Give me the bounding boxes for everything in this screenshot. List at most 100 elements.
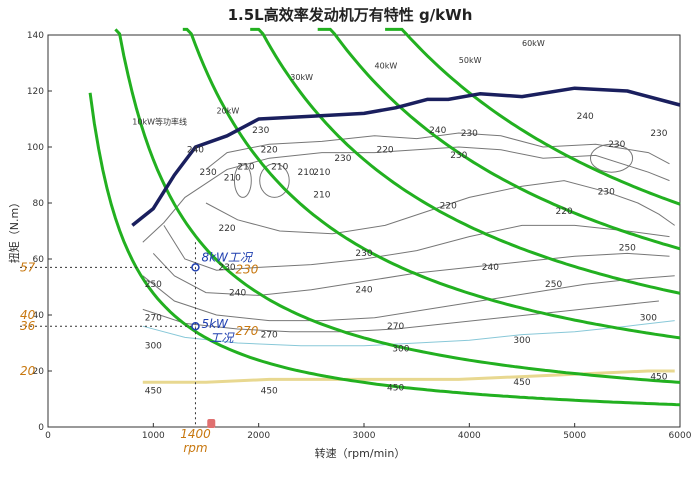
contour-label: 300 (640, 314, 657, 324)
contour-label: 230 (461, 129, 478, 139)
contour-label: 230 (218, 263, 235, 273)
torque-mark: 57 (20, 260, 36, 274)
y-tick-label: 140 (27, 31, 44, 41)
x-tick-label: 0 (45, 431, 51, 441)
contour-label: 220 (218, 224, 235, 234)
x-tick-label: 5000 (563, 431, 586, 441)
contour-label: 210 (297, 168, 314, 178)
y-tick-label: 0 (38, 423, 44, 433)
bsfc-island (233, 163, 252, 198)
power-line-40kw (317, 27, 681, 251)
power-line-label: 40kW (375, 62, 398, 71)
y-tick-label: 40 (33, 311, 45, 321)
power-line-30kw (250, 27, 681, 295)
contour-label: 450 (261, 386, 278, 396)
bsfc-contour-270 (142, 300, 659, 333)
plot-frame (47, 34, 681, 428)
bsfc-island (589, 143, 634, 173)
contour-label: 240 (187, 146, 204, 156)
y-tick-label: 80 (33, 199, 45, 209)
contour-label: 250 (619, 244, 636, 254)
power-line-label: 50kW (459, 56, 482, 65)
x-tick-label: 1000 (142, 431, 165, 441)
bsfc-island (259, 163, 290, 198)
bsfc-contour-240 (142, 146, 670, 243)
contour-label: 230 (334, 154, 351, 164)
x-axis-label: 转速（rpm/min） (315, 446, 406, 460)
contour-label: 240 (429, 126, 446, 136)
power-line-label: 60kW (522, 39, 545, 48)
contour-label: 220 (556, 207, 573, 217)
contour-label: 240 (229, 288, 246, 298)
chart-title: 1.5L高效率发动机万有特性 g/kWh (227, 6, 473, 24)
x-tick-label: 3000 (353, 431, 376, 441)
contour-label: 270 (145, 314, 162, 324)
contour-label: 230 (200, 168, 217, 178)
x-tick-label: 2000 (247, 431, 270, 441)
bsfc-contour-450 (142, 369, 675, 384)
contour-label: 230 (252, 126, 269, 136)
contour-label: 250 (145, 280, 162, 290)
power-line-label: 20kW (217, 106, 240, 115)
contour-label: 220 (261, 146, 278, 156)
power-line-5kw (88, 92, 681, 407)
operating-point-bsfc: 270 (235, 324, 258, 338)
bsfc-contour-250 (142, 275, 675, 322)
contour-label: 220 (376, 146, 393, 156)
y-axis-label: 扭矩（N.m） (7, 197, 21, 263)
x-tick-label: 6000 (669, 431, 692, 441)
bsfc-contour-230 (163, 224, 670, 271)
bsfc-contour-240 (152, 252, 670, 296)
y-tick-label: 100 (27, 143, 44, 153)
contour-label: 230 (355, 249, 372, 259)
power-line-50kw (385, 27, 681, 206)
contour-label: 230 (650, 129, 667, 139)
contour-label: 230 (450, 151, 467, 161)
contour-label: 300 (513, 336, 530, 346)
contour-label: 450 (650, 372, 667, 382)
operating-point-bsfc: 230 (235, 262, 258, 276)
bsfc-contour-220 (205, 180, 675, 235)
contour-label: 300 (145, 342, 162, 352)
contour-label: 210 (224, 174, 241, 184)
rpm-mark: rpm (183, 441, 207, 455)
x-tick-label: 4000 (458, 431, 481, 441)
operating-point (191, 263, 200, 272)
y-tick-label: 60 (33, 255, 45, 265)
torque-mark: 36 (20, 319, 36, 333)
contour-label: 450 (513, 378, 530, 388)
contour-label: 270 (387, 322, 404, 332)
bsfc-contour-300 (142, 320, 675, 347)
operating-point (191, 321, 200, 331)
contour-label: 210 (237, 162, 254, 172)
contour-label: 230 (608, 140, 625, 150)
cursor-marker (207, 419, 216, 428)
contour-label: 240 (355, 286, 372, 296)
contour-label: 450 (387, 384, 404, 394)
y-tick-label: 20 (33, 367, 45, 377)
power-line-10kw (114, 28, 681, 384)
y-tick-label: 120 (27, 87, 44, 97)
power-line-label: 10kW等功率线 (132, 117, 187, 127)
contour-label: 210 (313, 168, 330, 178)
contour-label: 300 (392, 344, 409, 354)
bsfc-contour-230 (205, 132, 670, 170)
contour-label: 220 (440, 202, 457, 212)
rpm-mark: 1400 (180, 427, 211, 441)
contour-label: 450 (145, 386, 162, 396)
contour-label: 270 (261, 330, 278, 340)
contour-label: 210 (313, 190, 330, 200)
max-torque-curve (131, 86, 681, 227)
contour-label: 230 (598, 188, 615, 198)
contour-label: 210 (271, 162, 288, 172)
operating-point-label: 8kW工况 (201, 250, 253, 264)
torque-mark: 40 (20, 308, 36, 322)
power-line-20kw (182, 27, 681, 340)
operating-point-label: 5kW (201, 317, 229, 331)
torque-mark: 20 (20, 364, 36, 378)
contour-label: 240 (482, 263, 499, 273)
operating-point-label: 工况 (209, 331, 235, 345)
contour-label: 240 (577, 112, 594, 122)
power-line-label: 30kW (290, 73, 313, 82)
